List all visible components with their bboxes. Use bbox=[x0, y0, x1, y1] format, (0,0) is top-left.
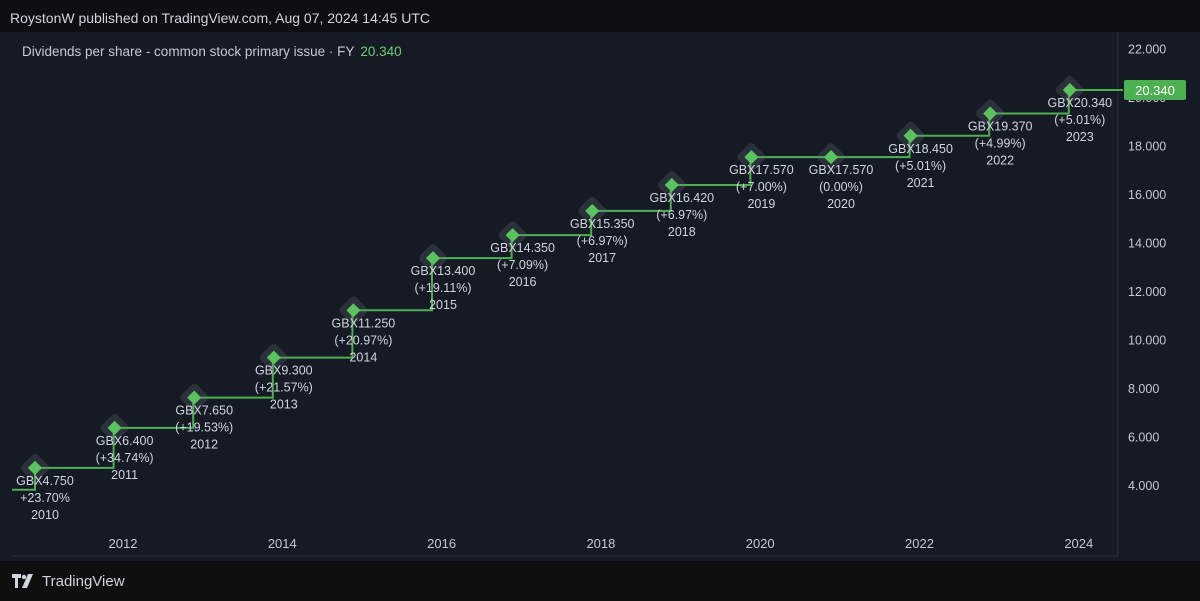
data-label-year: 2017 bbox=[588, 251, 616, 265]
dividend-marker[interactable] bbox=[346, 303, 361, 318]
y-tick-label: 8.000 bbox=[1128, 382, 1159, 396]
data-point-group[interactable]: GBX15.350 (+6.97%) 2017 bbox=[570, 195, 635, 265]
data-point-group[interactable]: GBX17.570 (+7.00%) 2019 bbox=[729, 142, 794, 212]
data-point-group[interactable]: GBX14.350 (+7.09%) 2016 bbox=[490, 220, 555, 290]
dividend-marker[interactable] bbox=[823, 150, 839, 165]
data-label-value: GBX14.350 bbox=[490, 241, 555, 255]
data-label-change: +23.70% bbox=[20, 491, 70, 505]
legend-value: 20.340 bbox=[360, 44, 402, 59]
y-tick-label: 22.000 bbox=[1128, 43, 1166, 57]
data-point-group[interactable]: GBX6.400 (+34.74%) 2011 bbox=[96, 412, 154, 482]
x-tick-label: 2024 bbox=[1064, 536, 1093, 551]
data-point-group[interactable]: GBX19.370 (+4.99%) 2022 bbox=[968, 98, 1033, 168]
data-point-group[interactable]: GBX20.340 (+5.01%) 2023 bbox=[1047, 74, 1112, 144]
data-label-change: (+7.00%) bbox=[736, 180, 787, 194]
data-point-group[interactable]: GBX9.300 (+21.57%) 2013 bbox=[255, 342, 313, 412]
y-tick-label: 6.000 bbox=[1128, 431, 1159, 445]
data-label-value: GBX20.340 bbox=[1047, 96, 1112, 110]
dividend-marker[interactable] bbox=[27, 460, 43, 475]
legend-label: Dividends per share - common stock prima… bbox=[22, 44, 355, 59]
data-point-group[interactable]: GBX7.650 (+19.53%) 2012 bbox=[175, 382, 233, 452]
data-label-year: 2016 bbox=[509, 275, 537, 289]
dividend-marker[interactable] bbox=[107, 420, 122, 435]
series-legend[interactable]: Dividends per share - common stock prima… bbox=[22, 44, 402, 59]
data-label-change: (+5.01%) bbox=[1054, 113, 1105, 127]
chart-panel bbox=[0, 32, 1200, 561]
data-label-year: 2015 bbox=[429, 298, 457, 312]
data-label-year: 2018 bbox=[668, 225, 696, 239]
data-label-change: (+6.97%) bbox=[577, 234, 628, 248]
y-tick-label: 4.000 bbox=[1128, 479, 1159, 493]
data-label-value: GBX19.370 bbox=[968, 119, 1033, 133]
data-label-change: (+7.09%) bbox=[497, 258, 548, 272]
dividend-marker[interactable] bbox=[903, 128, 918, 143]
data-label-year: 2019 bbox=[747, 197, 775, 211]
x-tick-label: 2022 bbox=[905, 536, 934, 551]
chart-area[interactable]: 4.000 6.000 8.000 10.000 12.000 14.000 16.000 1… bbox=[0, 32, 1200, 561]
data-label-change: (+21.57%) bbox=[255, 381, 313, 395]
data-label-value: GBX16.420 bbox=[649, 191, 714, 205]
data-label-value: GBX6.400 bbox=[96, 434, 154, 448]
y-tick-label: 10.000 bbox=[1128, 334, 1166, 348]
x-tick-label: 2020 bbox=[746, 536, 775, 551]
data-label-value: GBX7.650 bbox=[175, 404, 233, 418]
publisher-text: RoystonW published on TradingView.com, A… bbox=[10, 10, 430, 26]
tradingview-logo-icon bbox=[12, 574, 36, 588]
data-label-change: (+19.53%) bbox=[175, 421, 233, 435]
data-label-change: (+4.99%) bbox=[975, 136, 1026, 150]
data-label-value: GBX17.570 bbox=[729, 163, 794, 177]
footer-brand: TradingView bbox=[42, 572, 125, 590]
publisher-header: RoystonW published on TradingView.com, A… bbox=[0, 0, 1200, 36]
data-point-group[interactable]: GBX13.400 (+19.11%) 2015 bbox=[411, 243, 476, 313]
dividend-marker[interactable] bbox=[664, 177, 679, 193]
data-label-value: GBX18.450 bbox=[888, 142, 953, 156]
data-point-group[interactable]: GBX4.750 +23.70% 2010 bbox=[16, 452, 74, 522]
x-tick-label: 2018 bbox=[586, 536, 615, 551]
y-tick-label: 16.000 bbox=[1128, 188, 1166, 202]
dividend-marker[interactable] bbox=[585, 203, 600, 218]
data-point-group[interactable]: GBX16.420 (+6.97%) 2018 bbox=[649, 169, 714, 239]
y-tick-label: 18.000 bbox=[1128, 140, 1166, 154]
data-label-change: (+19.11%) bbox=[414, 281, 471, 295]
dividend-marker[interactable] bbox=[744, 150, 759, 165]
data-label-year: 2011 bbox=[111, 468, 138, 482]
last-price-tag bbox=[1124, 79, 1186, 100]
data-point-group[interactable]: GBX18.450 (+5.01%) 2021 bbox=[888, 120, 953, 190]
data-label-value: GBX11.250 bbox=[332, 316, 396, 330]
x-tick-label: 2016 bbox=[427, 536, 456, 551]
data-label-value: GBX9.300 bbox=[255, 364, 313, 378]
data-label-change: (+34.74%) bbox=[96, 451, 154, 465]
data-label-year: 2012 bbox=[190, 438, 218, 452]
dividend-marker[interactable] bbox=[425, 251, 441, 266]
y-tick-label: 12.000 bbox=[1128, 285, 1166, 299]
data-label-year: 2010 bbox=[31, 508, 59, 522]
dividend-marker[interactable] bbox=[187, 390, 202, 405]
data-label-value: GBX13.400 bbox=[411, 264, 476, 278]
data-label-year: 2023 bbox=[1066, 130, 1094, 144]
data-label-year: 2021 bbox=[907, 176, 935, 190]
dividend-marker[interactable] bbox=[1062, 82, 1077, 98]
dividend-marker[interactable] bbox=[983, 106, 998, 121]
data-label-year: 2013 bbox=[270, 398, 298, 412]
data-label-year: 2022 bbox=[986, 153, 1014, 167]
data-label-value: GBX17.570 bbox=[809, 163, 874, 177]
data-label-change: (+5.01%) bbox=[895, 159, 946, 173]
data-label-year: 2020 bbox=[827, 197, 855, 211]
data-label-value: GBX15.350 bbox=[570, 217, 635, 231]
footer: TradingView bbox=[0, 561, 1200, 601]
data-point-group[interactable]: GBX11.250 (+20.97%) 2014 bbox=[332, 295, 396, 365]
data-point-group[interactable]: GBX17.570 (0.00%) 2020 bbox=[809, 142, 874, 212]
x-tick-label: 2012 bbox=[109, 536, 138, 551]
y-tick-label: 14.000 bbox=[1128, 237, 1166, 251]
x-tick-label: 2014 bbox=[268, 536, 297, 551]
data-label-change: (+6.97%) bbox=[656, 208, 707, 222]
data-label-value: GBX4.750 bbox=[16, 474, 74, 488]
last-price-tag-text: 20.340 bbox=[1135, 83, 1175, 98]
data-label-change: (0.00%) bbox=[819, 180, 863, 194]
data-label-change: (+20.97%) bbox=[334, 333, 392, 347]
data-label-year: 2014 bbox=[349, 350, 377, 364]
dividend-marker[interactable] bbox=[266, 350, 281, 365]
